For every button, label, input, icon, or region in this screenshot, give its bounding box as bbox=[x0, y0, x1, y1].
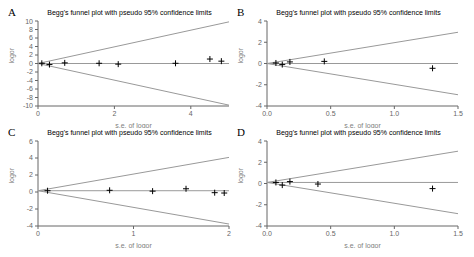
svg-text:0: 0 bbox=[36, 230, 40, 237]
svg-text:1.5: 1.5 bbox=[453, 110, 463, 117]
html-text:Begg's funnel plot with pseudo: Begg's funnel plot with pseudo 95% confi… bbox=[276, 9, 441, 16]
svg-text:1: 1 bbox=[132, 230, 136, 237]
svg-text:4: 4 bbox=[29, 154, 33, 161]
svg-text:-2: -2 bbox=[27, 68, 33, 75]
svg-text:logor: logor bbox=[237, 47, 245, 63]
svg-text:-4: -4 bbox=[256, 102, 262, 109]
svg-text:2: 2 bbox=[227, 230, 231, 237]
html-text:B: B bbox=[237, 6, 245, 18]
svg-text:s.e. of logor: s.e. of logor bbox=[115, 242, 152, 248]
svg-text:0.5: 0.5 bbox=[326, 110, 336, 117]
html-text:Begg's funnel plot with pseudo: Begg's funnel plot with pseudo 95% confi… bbox=[47, 9, 212, 16]
svg-text:-4: -4 bbox=[27, 77, 33, 84]
svg-text:4: 4 bbox=[258, 138, 262, 144]
svg-text:8: 8 bbox=[29, 26, 33, 33]
svg-text:-2: -2 bbox=[256, 201, 262, 208]
svg-text:1.0: 1.0 bbox=[389, 230, 399, 237]
html-text:D: D bbox=[237, 126, 245, 138]
svg-text:logor: logor bbox=[8, 47, 16, 63]
svg-text:2: 2 bbox=[258, 39, 262, 46]
svg-text:4: 4 bbox=[258, 18, 262, 24]
svg-text:-4: -4 bbox=[256, 222, 262, 229]
svg-text:-2: -2 bbox=[256, 81, 262, 88]
svg-text:-2: -2 bbox=[27, 205, 33, 212]
svg-text:-8: -8 bbox=[27, 94, 33, 101]
svg-text:0.5: 0.5 bbox=[326, 230, 336, 237]
svg-text:-4: -4 bbox=[27, 222, 33, 229]
svg-text:2: 2 bbox=[29, 51, 33, 58]
html-text:A: A bbox=[8, 6, 16, 18]
svg-text:0: 0 bbox=[29, 188, 33, 195]
html-text:Begg's funnel plot with pseudo: Begg's funnel plot with pseudo 95% confi… bbox=[47, 129, 212, 136]
svg-text:logor: logor bbox=[237, 167, 245, 183]
svg-text:s.e. of logor: s.e. of logor bbox=[115, 122, 152, 128]
svg-text:2: 2 bbox=[258, 159, 262, 166]
svg-text:4: 4 bbox=[29, 43, 33, 50]
svg-text:2: 2 bbox=[29, 171, 33, 178]
svg-text:1.0: 1.0 bbox=[389, 110, 399, 117]
svg-text:-6: -6 bbox=[27, 85, 33, 92]
svg-text:s.e. of logor: s.e. of logor bbox=[344, 122, 381, 128]
svg-text:6: 6 bbox=[29, 34, 33, 41]
svg-text:0: 0 bbox=[36, 110, 40, 117]
svg-text:-10: -10 bbox=[23, 102, 33, 109]
svg-text:10: 10 bbox=[25, 18, 33, 24]
svg-text:0.0: 0.0 bbox=[262, 110, 272, 117]
svg-text:0.0: 0.0 bbox=[262, 230, 272, 237]
svg-text:4: 4 bbox=[189, 110, 193, 117]
svg-text:0: 0 bbox=[258, 60, 262, 67]
html-text:C: C bbox=[8, 126, 16, 138]
svg-text:6: 6 bbox=[29, 138, 33, 144]
svg-text:0: 0 bbox=[29, 60, 33, 67]
svg-text:s.e. of logor: s.e. of logor bbox=[344, 242, 381, 248]
svg-text:2: 2 bbox=[112, 110, 116, 117]
svg-text:logor: logor bbox=[8, 167, 16, 183]
html-text:Begg's funnel plot with pseudo: Begg's funnel plot with pseudo 95% confi… bbox=[276, 129, 441, 136]
svg-text:0: 0 bbox=[258, 180, 262, 187]
svg-text:1.5: 1.5 bbox=[453, 230, 463, 237]
